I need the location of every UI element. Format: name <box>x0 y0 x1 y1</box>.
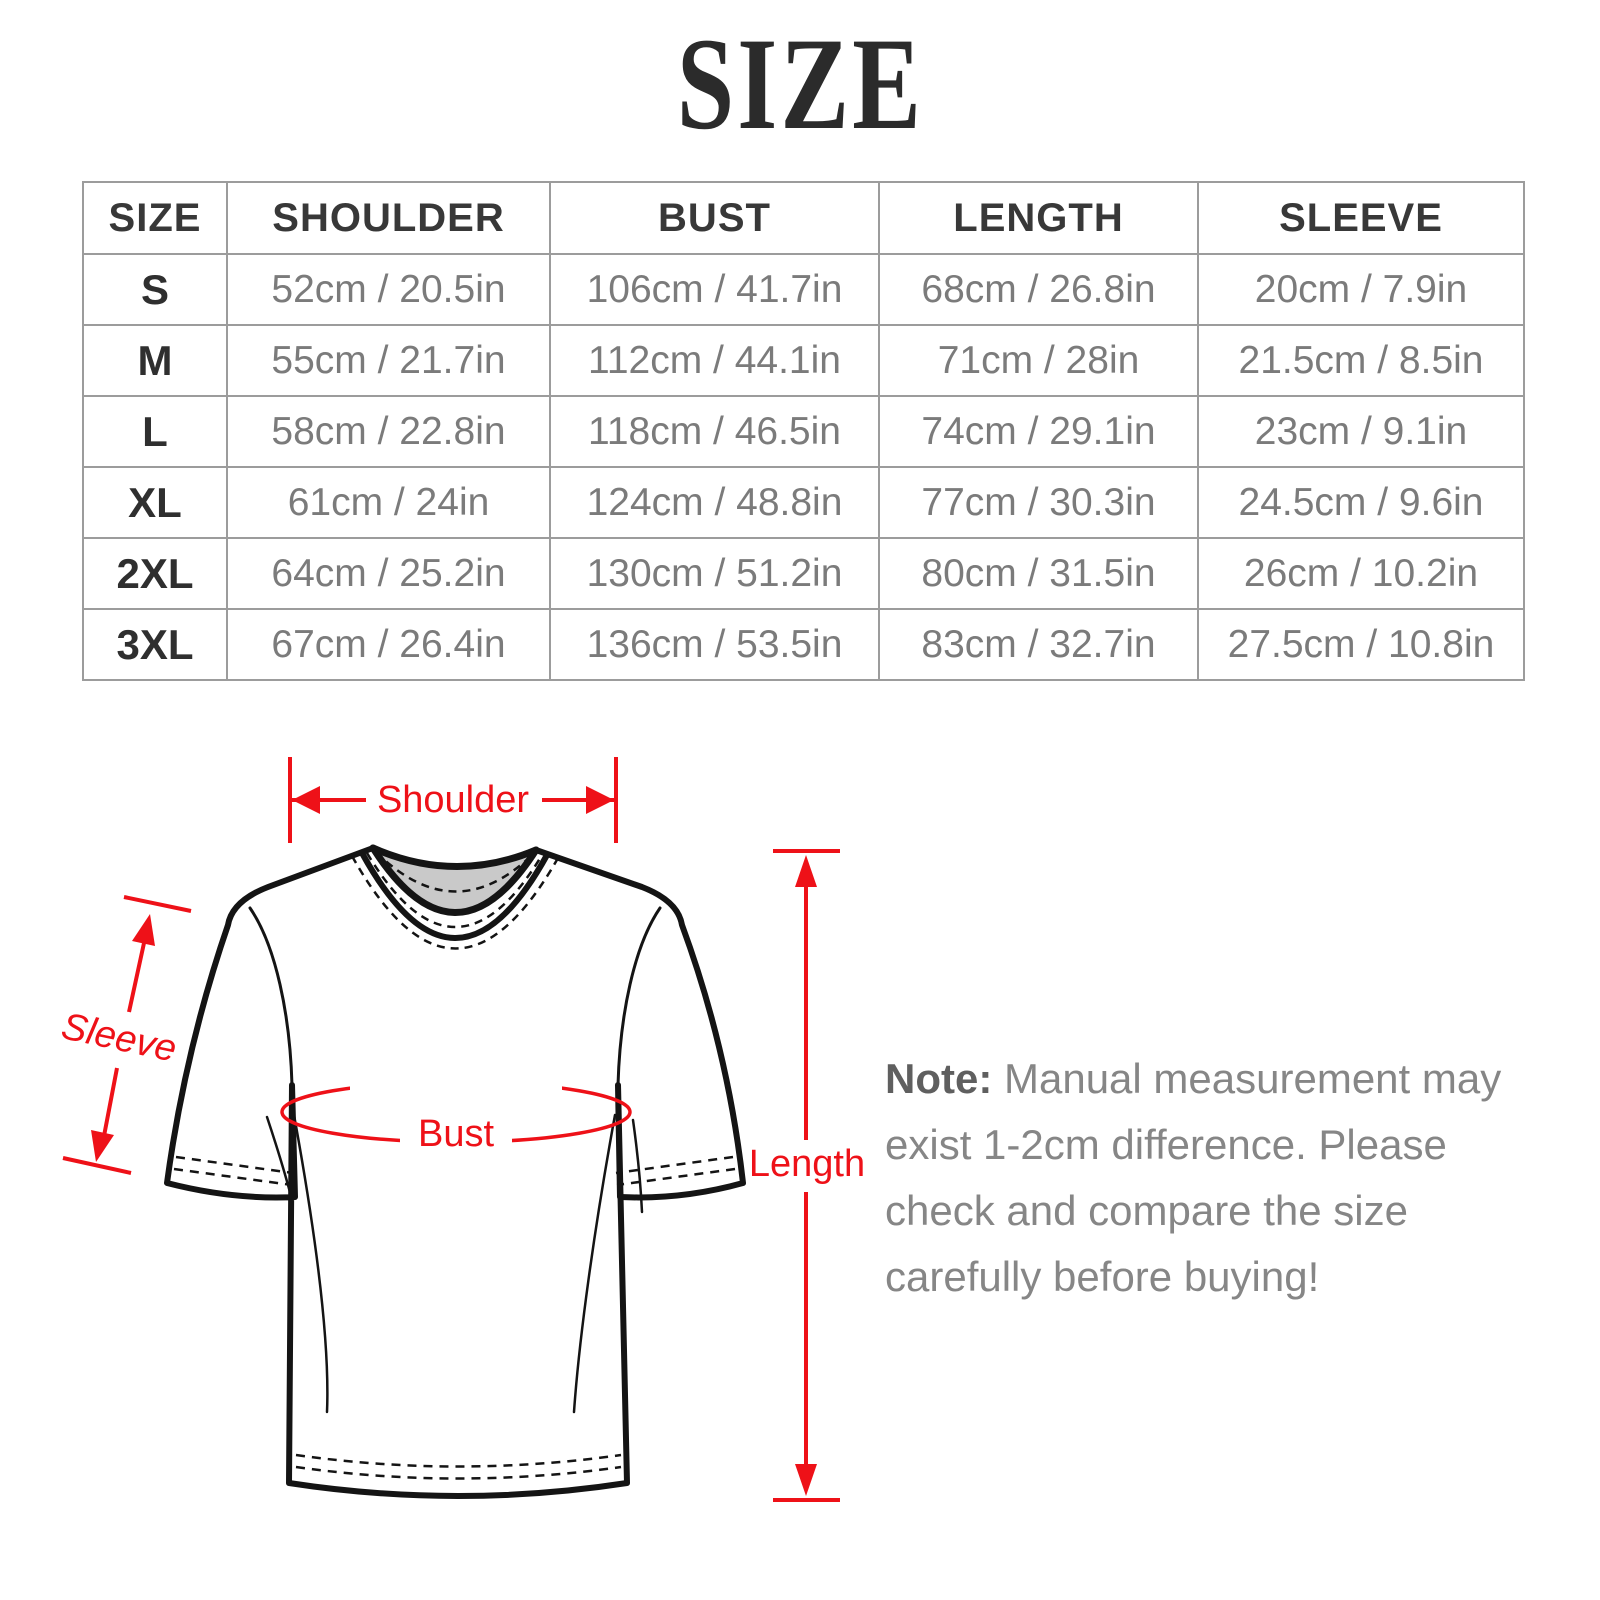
left-sleeve-seam <box>248 906 294 1087</box>
sleeve-value: 21.5cm / 8.5in <box>1197 324 1525 397</box>
col-header-length: LENGTH <box>878 181 1199 255</box>
sleeve-arrowhead-bottom <box>91 1130 114 1162</box>
collar-outer-seam <box>359 850 550 941</box>
length-dimension: Length <box>749 849 865 1502</box>
shoulder-arrowhead-left <box>292 786 320 814</box>
note-line: exist 1-2cm difference. Please <box>885 1121 1447 1168</box>
bust-value: 130cm / 51.2in <box>549 537 880 610</box>
length-value: 74cm / 29.1in <box>878 395 1199 468</box>
table-row-2xl: 2XL 64cm / 25.2in 130cm / 51.2in 80cm / … <box>82 537 1525 610</box>
shoulder-value: 64cm / 25.2in <box>226 537 551 610</box>
table-row-m: M 55cm / 21.7in 112cm / 44.1in 71cm / 28… <box>82 324 1525 397</box>
length-value: 68cm / 26.8in <box>878 253 1199 326</box>
page-title: SIZE <box>0 18 1600 150</box>
note-line: carefully before buying! <box>885 1253 1320 1300</box>
sleeve-value: 27.5cm / 10.8in <box>1197 608 1525 681</box>
bust-value: 124cm / 48.8in <box>549 466 880 539</box>
bust-ellipse-gap-bottom <box>400 1112 512 1162</box>
size-label: 3XL <box>82 608 228 681</box>
shoulder-value: 55cm / 21.7in <box>226 324 551 397</box>
length-extension-lines <box>773 849 840 1502</box>
sleeve-arrowhead-top <box>132 914 155 946</box>
size-label: M <box>82 324 228 397</box>
shoulder-value: 67cm / 26.4in <box>226 608 551 681</box>
shoulder-value: 61cm / 24in <box>226 466 551 539</box>
measurement-note: Note: Manual measurement may exist 1-2cm… <box>885 1046 1525 1310</box>
sleeve-value: 24.5cm / 9.6in <box>1197 466 1525 539</box>
note-line: Note: Manual measurement may <box>885 1046 1525 1112</box>
sleeve-arrow-line <box>102 942 146 1137</box>
tshirt-silhouette <box>164 845 746 1499</box>
collar-stitch-body <box>350 855 560 950</box>
bust-value: 136cm / 53.5in <box>549 608 880 681</box>
size-label: S <box>82 253 228 326</box>
shoulder-label: Shoulder <box>377 779 529 821</box>
shoulder-dimension: Shoulder <box>288 757 618 843</box>
collar-front-edge <box>369 844 540 916</box>
left-sleeve-fold <box>265 1115 294 1202</box>
bust-value: 118cm / 46.5in <box>549 395 880 468</box>
length-label: Length <box>749 1143 865 1185</box>
right-body-fold <box>572 1113 617 1414</box>
table-row-3xl: 3XL 67cm / 26.4in 136cm / 53.5in 83cm / … <box>82 608 1525 681</box>
size-label: L <box>82 395 228 468</box>
length-arrowhead-top <box>795 855 817 887</box>
size-label: XL <box>82 466 228 539</box>
length-value: 71cm / 28in <box>878 324 1199 397</box>
col-header-sleeve: SLEEVE <box>1197 181 1525 255</box>
size-label: 2XL <box>82 537 228 610</box>
sleeve-value: 23cm / 9.1in <box>1197 395 1525 468</box>
sleeve-value: 26cm / 10.2in <box>1197 537 1525 610</box>
sleeve-dimension: Sleeve <box>58 895 192 1175</box>
note-text: Manual measurement may <box>1004 1055 1502 1102</box>
shoulder-extension-lines <box>288 757 618 843</box>
bust-value: 106cm / 41.7in <box>549 253 880 326</box>
bust-ellipse-gap-top <box>350 1066 562 1112</box>
length-arrowhead-bottom <box>795 1464 817 1496</box>
table-row-s: S 52cm / 20.5in 106cm / 41.7in 68cm / 26… <box>82 253 1525 326</box>
bust-dimension: Bust <box>280 1066 632 1162</box>
shoulder-arrowhead-right <box>586 786 614 814</box>
sleeve-value: 20cm / 7.9in <box>1197 253 1525 326</box>
length-value: 77cm / 30.3in <box>878 466 1199 539</box>
bust-value: 112cm / 44.1in <box>549 324 880 397</box>
table-row-l: L 58cm / 22.8in 118cm / 46.5in 74cm / 29… <box>82 395 1525 468</box>
right-sleeve-fold <box>631 1118 644 1214</box>
bust-label: Bust <box>418 1113 494 1155</box>
collar-stitch-band <box>365 852 544 929</box>
col-header-size: SIZE <box>82 181 228 255</box>
length-value: 83cm / 32.7in <box>878 608 1199 681</box>
sleeve-end-ticks <box>62 895 192 1175</box>
table-row-xl: XL 61cm / 24in 124cm / 48.8in 77cm / 30.… <box>82 466 1525 539</box>
sleeve-label: Sleeve <box>58 1005 180 1070</box>
shoulder-value: 52cm / 20.5in <box>226 253 551 326</box>
size-table-header-row: SIZE SHOULDER BUST LENGTH SLEEVE <box>82 181 1525 255</box>
shoulder-value: 58cm / 22.8in <box>226 395 551 468</box>
note-line: check and compare the size <box>885 1187 1408 1234</box>
bottom-hem-stitch <box>295 1453 622 1480</box>
right-sleeve-seam <box>616 906 662 1087</box>
collar-stitch-back <box>375 851 534 893</box>
left-body-fold <box>292 1113 329 1414</box>
col-header-bust: BUST <box>549 181 880 255</box>
right-sleeve-stitch <box>615 1155 736 1187</box>
col-header-shoulder: SHOULDER <box>226 181 551 255</box>
tshirt-drawing <box>164 844 746 1499</box>
length-value: 80cm / 31.5in <box>878 537 1199 610</box>
left-sleeve-stitch <box>173 1155 294 1187</box>
collar-back-edge <box>369 844 540 870</box>
size-table: SIZE SHOULDER BUST LENGTH SLEEVE S 52cm … <box>82 181 1525 681</box>
page-title-text: SIZE <box>676 10 924 157</box>
note-prefix: Note: <box>885 1055 993 1102</box>
